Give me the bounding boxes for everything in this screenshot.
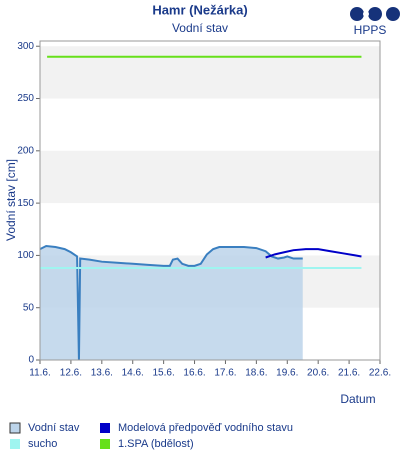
logo-text: HPPS	[354, 23, 387, 37]
y-tick-label: 150	[17, 198, 34, 209]
x-tick-label: 13.6.	[91, 368, 113, 379]
x-axis-label: Datum	[340, 392, 375, 406]
legend-swatch	[10, 439, 20, 449]
x-tick-label: 14.6.	[122, 368, 144, 379]
y-tick-label: 300	[17, 41, 34, 52]
x-tick-label: 20.6.	[307, 368, 329, 379]
grid-band	[40, 150, 380, 204]
x-tick-label: 11.6.	[29, 368, 51, 379]
y-tick-label: 200	[17, 145, 34, 156]
legend-label: Modelová předpověď vodního stavu	[118, 422, 293, 434]
x-tick-label: 22.6.	[369, 368, 391, 379]
grid-band	[40, 46, 380, 99]
legend-label: sucho	[28, 438, 57, 450]
x-tick-label: 16.6.	[183, 368, 205, 379]
chart-title: Hamr (Nežárka)	[152, 2, 247, 17]
chart-subtitle: Vodní stav	[172, 21, 228, 35]
y-tick-label: 0	[28, 355, 34, 366]
series-line	[39, 244, 303, 361]
y-tick-label: 100	[17, 250, 34, 261]
x-tick-label: 15.6.	[153, 368, 175, 379]
y-tick-label: 250	[17, 93, 34, 104]
x-tick-label: 19.6.	[276, 368, 298, 379]
x-tick-label: 18.6.	[245, 368, 267, 379]
y-axis-label: Vodní stav [cm]	[4, 159, 18, 241]
legend: Vodní stav Modelová předpověď vodního sta…	[9, 422, 293, 450]
x-tick-label: 17.6.	[214, 368, 236, 379]
legend-label: 1.SPA (bdělost)	[118, 438, 194, 450]
x-tick-label: 12.6.	[60, 368, 82, 379]
x-tick-label: 21.6.	[338, 368, 360, 379]
legend-label: Vodní stav	[28, 422, 80, 434]
legend-swatch	[100, 439, 110, 449]
series-line	[265, 248, 362, 259]
y-tick-label: 50	[23, 302, 35, 313]
plot-frame	[39, 40, 381, 361]
series-area	[40, 245, 303, 360]
logo: HPPS	[350, 7, 400, 37]
legend-swatch	[100, 423, 110, 433]
legend-swatch	[9, 422, 21, 434]
